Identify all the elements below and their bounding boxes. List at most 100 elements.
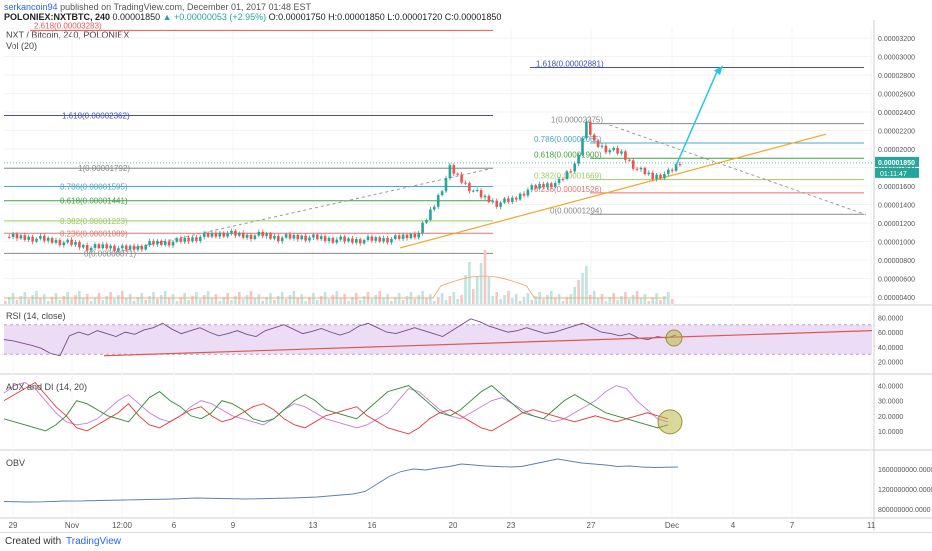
fib-right-label: 0.236(0.00001526): [534, 185, 602, 194]
time-tick-label: 7: [790, 521, 795, 530]
volume-bar: [495, 292, 498, 304]
candle-body: [113, 245, 116, 251]
candle-body: [202, 232, 206, 237]
ohlc-label: O:0.00001750 H:0.00001850 L:0.00001720 C…: [268, 12, 502, 22]
volume-bar: [284, 299, 288, 304]
volume-bar: [468, 262, 471, 304]
obv-pane[interactable]: [3, 458, 679, 503]
rsi-pane[interactable]: [3, 318, 873, 357]
candle-body: [565, 171, 569, 180]
volume-bar: [128, 294, 132, 304]
symbol-header: POLONIEX:NXTBTC, 240 0.00001850 ▲ +0.000…: [4, 12, 501, 23]
volume-bar: [300, 294, 303, 304]
candle-body: [245, 234, 249, 238]
candle-body: [331, 237, 335, 243]
volume-bar: [503, 295, 506, 304]
volume-bar: [557, 294, 561, 304]
volume-bar: [46, 301, 50, 304]
adx-tick-label: 40.0000: [878, 384, 903, 391]
candle-body: [538, 184, 541, 189]
time-tick-label: 6: [172, 521, 177, 530]
change-label: ▲ +0.00000053 (+2.95%): [162, 12, 267, 22]
candle-body: [238, 232, 241, 236]
candle-body: [300, 235, 303, 240]
volume-bar: [370, 299, 374, 304]
volume-bar: [355, 293, 358, 304]
volume-bar: [390, 301, 393, 304]
volume-bar: [452, 292, 456, 304]
adx-pane[interactable]: [3, 381, 683, 435]
candle-body: [413, 233, 417, 238]
volume-bar: [667, 292, 670, 304]
candle-body: [616, 147, 619, 154]
fib-right-label: 0(0.00001294): [550, 206, 602, 215]
volume-bar: [199, 299, 202, 304]
volume-bar: [433, 301, 436, 304]
candle-body: [374, 237, 378, 241]
volume-bar: [628, 299, 631, 304]
candle-body: [355, 239, 358, 243]
volume-bar: [639, 298, 643, 304]
volume-bar: [464, 275, 467, 304]
volume-bar: [581, 273, 584, 304]
chart-canvas[interactable]: 2.618(0.00003283) 1.618(0.00002362) 1(0.00…: [0, 0, 932, 532]
rsi-label: RSI (14, close): [6, 311, 66, 321]
volume-bar: [50, 297, 54, 304]
time-tick-label: 16: [368, 521, 377, 530]
obv-line: [3, 458, 679, 503]
candle-body: [288, 234, 292, 239]
candle-body: [156, 240, 159, 245]
volume-bar: [394, 297, 397, 304]
price-tick-label: 0.00000800: [878, 258, 915, 265]
fib-right-label: 0.786(0.00002065): [534, 135, 602, 144]
candle-body: [491, 200, 495, 203]
volume-bar: [643, 294, 647, 304]
volume-bar: [456, 299, 459, 304]
candle-body: [292, 234, 296, 239]
candle-body: [659, 174, 662, 179]
volume-bar: [616, 300, 619, 304]
volume-bar: [39, 298, 42, 304]
candle-body: [503, 198, 506, 203]
candle-body: [323, 236, 327, 241]
volume-bar: [43, 294, 46, 304]
created-with-label: Created with: [5, 536, 62, 547]
tradingview-logo[interactable]: TradingView: [66, 536, 122, 547]
candle-body: [343, 236, 346, 242]
volume-bar: [335, 291, 339, 304]
volume-bar: [105, 296, 108, 304]
volume-bar: [655, 293, 658, 304]
volume-bar: [144, 300, 147, 304]
price-pane[interactable]: 2.618(0.00003283) 1.618(0.00002362) 1(0.00…: [4, 21, 872, 304]
time-tick-label: 4: [731, 521, 736, 530]
price-tick-label: 0.00002600: [878, 92, 915, 99]
volume-bar: [565, 297, 569, 304]
candle-body: [167, 241, 171, 246]
di-minus-line: [3, 381, 669, 435]
di-plus-line: [3, 385, 669, 432]
price-axis[interactable]: 0.00003200 0.00003000 0.00002800 0.00002600…: [9, 36, 932, 530]
volume-bar: [58, 300, 62, 304]
volume-bar: [440, 293, 444, 304]
volume-bar: [82, 298, 85, 304]
volume-bar: [167, 298, 171, 304]
candle-body: [234, 230, 237, 236]
obv-tick-label: 1600000000.0000: [878, 467, 932, 474]
candle-body: [483, 195, 487, 198]
candle-body: [89, 247, 93, 251]
author-link[interactable]: serkancoin94: [4, 2, 58, 12]
volume-bar: [226, 293, 229, 304]
volume-bar: [148, 296, 151, 304]
candle-body: [171, 241, 175, 246]
candle-body: [82, 245, 85, 248]
obv-tick-label: 800000000.0000: [878, 507, 931, 514]
volume-bar: [663, 296, 666, 304]
candle-body: [335, 239, 339, 243]
volume-bar: [132, 301, 136, 304]
volume-bar: [573, 287, 576, 304]
adx-line: [3, 382, 669, 429]
volume-bar: [7, 297, 11, 304]
candle-body: [265, 233, 268, 237]
candle-body: [409, 233, 413, 239]
volume-bar: [179, 297, 183, 304]
